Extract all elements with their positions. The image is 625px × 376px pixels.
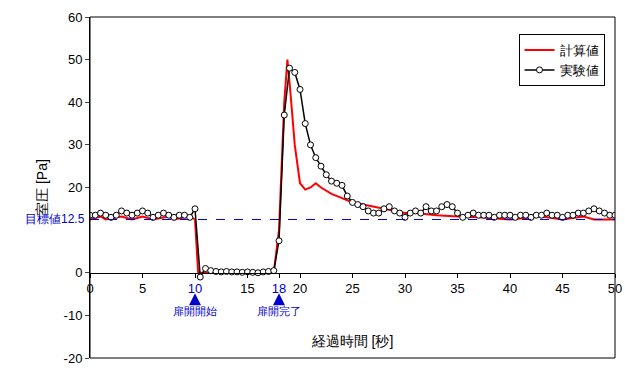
- svg-text:45: 45: [555, 281, 569, 296]
- svg-text:0: 0: [86, 281, 93, 296]
- svg-text:40: 40: [68, 95, 82, 110]
- svg-text:15: 15: [240, 281, 254, 296]
- svg-text:経過時間 [秒]: 経過時間 [秒]: [311, 333, 394, 349]
- svg-text:-10: -10: [64, 308, 83, 323]
- svg-text:50: 50: [68, 52, 82, 67]
- svg-text:扉開完了: 扉開完了: [257, 305, 301, 317]
- svg-text:35: 35: [450, 281, 464, 296]
- svg-text:40: 40: [503, 281, 517, 296]
- svg-text:18: 18: [272, 281, 286, 296]
- svg-text:計算値: 計算値: [560, 43, 599, 58]
- svg-text:30: 30: [398, 281, 412, 296]
- svg-text:20: 20: [293, 281, 307, 296]
- svg-text:5: 5: [139, 281, 146, 296]
- svg-text:-20: -20: [64, 351, 83, 366]
- svg-text:50: 50: [608, 281, 622, 296]
- svg-text:扉開開始: 扉開開始: [173, 305, 217, 317]
- svg-text:目標値12.5: 目標値12.5: [25, 212, 85, 226]
- svg-text:25: 25: [345, 281, 359, 296]
- svg-text:0: 0: [75, 265, 82, 280]
- svg-text:室圧 [Pa]: 室圧 [Pa]: [34, 159, 50, 216]
- svg-text:20: 20: [68, 180, 82, 195]
- svg-text:30: 30: [68, 137, 82, 152]
- svg-text:実験値: 実験値: [560, 63, 599, 78]
- svg-text:60: 60: [68, 10, 82, 25]
- svg-text:10: 10: [188, 281, 202, 296]
